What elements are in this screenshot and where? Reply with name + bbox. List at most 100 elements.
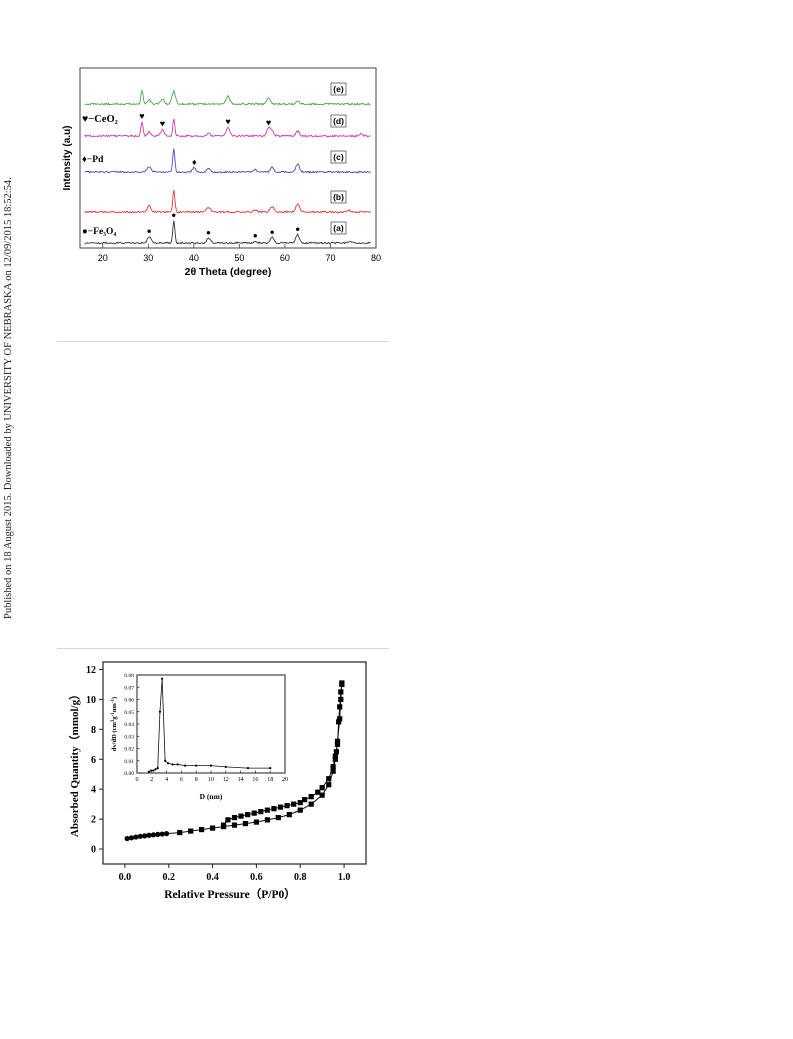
- inset-data-point: [269, 767, 272, 770]
- bet-y-tick-label: 8: [91, 725, 96, 736]
- xrd-legend-entry: ●−Fe₃O₄: [82, 227, 116, 237]
- xrd-plot-frame: [79, 67, 377, 249]
- xrd-series-line: [84, 88, 371, 106]
- series-label: (c): [330, 150, 347, 164]
- series-label-box: [330, 150, 347, 164]
- series-label: (b): [330, 190, 347, 204]
- inset-data-point: [195, 764, 198, 767]
- inset-x-tick-label: 4: [165, 777, 168, 783]
- series-label-text: (b): [333, 192, 344, 202]
- xrd-x-tick-label: 20: [98, 253, 108, 263]
- bet-data-point: [220, 822, 227, 828]
- peak-marker: ♥: [139, 111, 144, 121]
- bet-data-point: [163, 831, 170, 837]
- xrd-series-line: [84, 118, 371, 138]
- bet-data-point: [199, 826, 205, 833]
- section-divider: [57, 648, 389, 649]
- bet-data-point: [326, 782, 332, 788]
- inset-data-point: [171, 763, 174, 766]
- inset-data-point: [161, 677, 164, 680]
- bet-data-point: [308, 801, 314, 807]
- bet-y-tick-label: 4: [91, 785, 96, 796]
- bet-data-point: [326, 776, 332, 782]
- bet-x-tick-label: 0.2: [163, 872, 176, 883]
- inset-y-tick-label: 0.05: [124, 710, 134, 716]
- bet-data-point: [308, 794, 314, 800]
- inset-x-axis-label: D (nm): [200, 792, 223, 801]
- bet-y-tick-label: 0: [91, 845, 96, 856]
- bet-data-point: [297, 807, 303, 813]
- bet-data-point: [242, 821, 249, 827]
- inset-data-point: [152, 769, 155, 772]
- peak-marker: ♥: [266, 117, 271, 127]
- bet-data-point: [338, 696, 344, 703]
- xrd-legend-entry: ♥−CeO₂: [82, 114, 118, 125]
- inset-y-tick-label: 0.08: [124, 673, 134, 679]
- bet-data-point: [128, 835, 135, 841]
- inset-x-tick-label: 14: [238, 777, 244, 783]
- series-label-text: (d): [333, 116, 344, 126]
- bet-data-point: [137, 833, 143, 839]
- bet-data-point: [302, 797, 308, 803]
- inset-data-point: [166, 762, 170, 765]
- bet-x-tick-label: 0.8: [294, 872, 307, 883]
- section-divider: [57, 341, 389, 342]
- bet-x-tick-label: 1.0: [338, 872, 351, 883]
- inset-data-point: [176, 763, 179, 766]
- bet-data-point: [315, 789, 321, 795]
- inset-x-tick-label: 6: [180, 777, 183, 783]
- bet-data-point: [334, 741, 341, 747]
- peak-marker: ●: [147, 227, 152, 236]
- bet-data-point: [330, 764, 336, 770]
- xrd-y-axis-label: Intensity (a.u): [62, 125, 73, 190]
- inset-x-tick-label: 0: [136, 777, 139, 783]
- peak-marker: ●: [253, 231, 258, 240]
- inset-x-tick-label: 20: [282, 777, 288, 783]
- bet-data-point: [142, 833, 148, 839]
- xrd-series-line: [84, 220, 371, 245]
- bet-y-tick-label: 10: [86, 695, 96, 706]
- inset-data-point: [164, 759, 167, 762]
- bet-data-point: [286, 812, 292, 818]
- bet-data-point: [124, 835, 130, 842]
- bet-data-point: [337, 704, 343, 710]
- peak-marker: ♥: [225, 117, 230, 127]
- inset-data-point: [147, 770, 150, 773]
- bet-data-point: [231, 822, 238, 828]
- bet-data-point: [251, 810, 257, 816]
- xrd-legend-entry: ♦−Pd: [82, 155, 104, 165]
- inset-data-point: [184, 764, 187, 767]
- bet-x-tick-label: 0.6: [250, 872, 263, 883]
- inset-y-tick-label: 0.00: [124, 771, 134, 777]
- peak-marker: ♦: [192, 157, 197, 167]
- bet-x-tick-label: 0.0: [119, 872, 132, 883]
- bet-data-point: [209, 825, 216, 831]
- inset-x-tick-label: 10: [208, 777, 214, 783]
- inset-x-tick-label: 2: [150, 777, 153, 783]
- bet-data-point: [332, 756, 338, 762]
- bet-data-point: [330, 768, 336, 774]
- bet-data-point: [155, 831, 161, 837]
- xrd-x-tick-label: 30: [143, 253, 153, 263]
- series-label: (e): [330, 82, 347, 96]
- bet-data-point: [277, 804, 284, 810]
- series-label: (a): [330, 221, 347, 235]
- bet-y-axis-label: Absorbed Quantity（mmol/g）: [68, 689, 81, 837]
- series-label-box: [330, 190, 347, 204]
- bet-data-point: [275, 815, 281, 821]
- bet-data-point: [258, 809, 264, 815]
- inset-data-point: [149, 769, 153, 772]
- bet-plot-frame: [102, 661, 367, 865]
- bet-data-point: [332, 753, 338, 759]
- inset-data-point: [154, 768, 157, 771]
- peak-marker: ●: [270, 227, 275, 236]
- bet-data-point: [291, 801, 297, 807]
- bet-data-point: [177, 829, 183, 836]
- series-label-text: (a): [333, 223, 344, 233]
- bet-data-point: [319, 785, 325, 791]
- xrd-series-line: [84, 148, 371, 174]
- bet-x-tick-label: 0.4: [206, 872, 219, 883]
- series-label-box: [330, 114, 347, 128]
- bet-data-point: [297, 800, 303, 806]
- inset-x-tick-label: 18: [267, 777, 273, 783]
